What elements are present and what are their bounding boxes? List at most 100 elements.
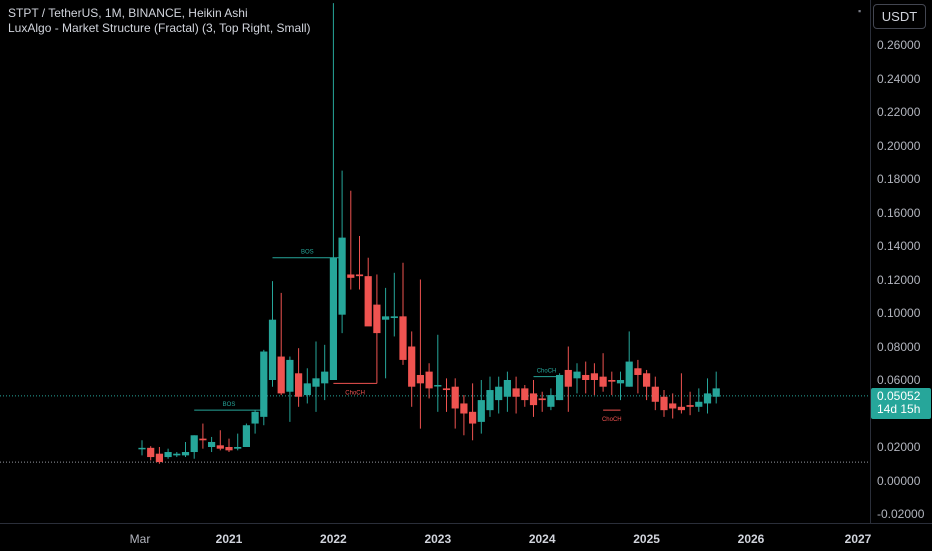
candle-body bbox=[225, 447, 233, 451]
candle-2022-01[interactable] bbox=[329, 3, 337, 380]
candle-body bbox=[147, 447, 155, 458]
indicator-title[interactable]: LuxAlgo - Market Structure (Fractal) (3,… bbox=[8, 21, 311, 35]
candle-2020-05[interactable] bbox=[155, 447, 163, 464]
candle-2023-04[interactable] bbox=[460, 395, 468, 436]
price-tick-label: 0.14000 bbox=[877, 239, 921, 253]
candle-2025-02[interactable] bbox=[651, 376, 659, 411]
price-tick-label: 0.00000 bbox=[877, 473, 921, 488]
candle-2025-03[interactable] bbox=[660, 390, 668, 417]
candle-body bbox=[425, 371, 433, 389]
candle-2022-03[interactable] bbox=[347, 190, 355, 290]
candle-2021-05[interactable] bbox=[260, 349, 268, 426]
price-tick-label: 0.20000 bbox=[877, 138, 921, 153]
candle-body bbox=[651, 386, 659, 402]
candle-2022-08[interactable] bbox=[390, 272, 398, 337]
candle-2020-03[interactable] bbox=[138, 440, 146, 456]
candle-body bbox=[486, 390, 494, 411]
time-tick-label: Mar bbox=[129, 532, 151, 546]
candle-body bbox=[660, 396, 668, 411]
candle-2025-08[interactable] bbox=[703, 378, 712, 414]
candle-2020-09[interactable] bbox=[190, 435, 198, 459]
more-dots-icon[interactable]: ▪ bbox=[858, 6, 862, 16]
candle-2023-03[interactable] bbox=[451, 378, 459, 429]
candle-2021-07[interactable] bbox=[277, 292, 285, 396]
candle-2024-05[interactable] bbox=[573, 363, 581, 394]
candle-2023-06[interactable] bbox=[477, 380, 485, 434]
candle-body bbox=[616, 380, 625, 384]
candle-2022-04[interactable] bbox=[355, 235, 364, 290]
candle-2025-09[interactable] bbox=[712, 371, 720, 404]
candle-2020-12[interactable] bbox=[216, 430, 224, 451]
candle-2023-12[interactable] bbox=[529, 380, 538, 417]
price-tick-label: -0.02000 bbox=[877, 507, 925, 521]
candle-body bbox=[564, 369, 572, 387]
time-tick-label: 2026 bbox=[737, 532, 765, 546]
candle-2025-04[interactable] bbox=[669, 393, 677, 419]
candle-2025-07[interactable] bbox=[695, 388, 703, 412]
candle-2022-10[interactable] bbox=[408, 331, 416, 407]
price-tick-label: 0.06000 bbox=[877, 373, 921, 387]
candle-2022-09[interactable] bbox=[399, 262, 407, 365]
candle-2023-10[interactable] bbox=[512, 376, 520, 414]
candle-2023-02[interactable] bbox=[442, 378, 451, 412]
candle-2024-09[interactable] bbox=[608, 371, 616, 396]
structure-label: BOS bbox=[301, 250, 314, 256]
candle-2021-08[interactable] bbox=[286, 356, 294, 422]
candle-2025-06[interactable] bbox=[686, 391, 694, 416]
candle-2025-05[interactable] bbox=[677, 373, 685, 414]
candle-2024-01[interactable] bbox=[538, 391, 546, 412]
candle-2022-07[interactable] bbox=[382, 287, 390, 379]
candle-2022-12[interactable] bbox=[425, 363, 433, 399]
candle-2024-11[interactable] bbox=[625, 331, 633, 387]
candle-2021-09[interactable] bbox=[295, 348, 303, 407]
candle-body bbox=[677, 406, 685, 411]
candle-2022-02[interactable] bbox=[338, 170, 346, 334]
candle-body bbox=[599, 376, 607, 387]
time-axis[interactable] bbox=[0, 523, 932, 551]
candle-2020-10[interactable] bbox=[199, 423, 207, 449]
candle-2023-05[interactable] bbox=[469, 383, 477, 441]
candle-2024-02[interactable] bbox=[547, 388, 555, 411]
candle-2021-02[interactable] bbox=[234, 433, 242, 451]
candle-2020-06[interactable] bbox=[164, 448, 172, 459]
candle-2021-03[interactable] bbox=[242, 423, 250, 447]
candle-2020-07[interactable] bbox=[173, 452, 181, 458]
candle-2024-07[interactable] bbox=[590, 363, 598, 396]
symbol-title[interactable]: STPT / TetherUS, 1M, BINANCE, Heikin Ash… bbox=[8, 6, 248, 20]
candle-body bbox=[477, 400, 485, 422]
candle-2023-08[interactable] bbox=[495, 376, 503, 414]
price-chart[interactable]: BOS BOS ChoCH ChoCH ChoCH bbox=[0, 0, 870, 523]
candle-2021-12[interactable] bbox=[321, 344, 329, 401]
candle-body bbox=[434, 385, 442, 387]
candle-2021-01[interactable] bbox=[225, 438, 233, 453]
candle-2023-11[interactable] bbox=[521, 385, 529, 407]
candle-2020-08[interactable] bbox=[181, 441, 190, 458]
candle-2024-12[interactable] bbox=[634, 359, 642, 394]
candle-2025-01[interactable] bbox=[643, 369, 651, 401]
candle-2022-06[interactable] bbox=[373, 274, 381, 384]
candle-2021-10[interactable] bbox=[303, 368, 311, 404]
candle-2024-10[interactable] bbox=[616, 371, 625, 401]
candle-2022-05[interactable] bbox=[364, 257, 372, 327]
candle-2020-11[interactable] bbox=[208, 436, 216, 453]
candle-2021-11[interactable] bbox=[312, 341, 320, 412]
candle-2023-01[interactable] bbox=[434, 334, 442, 412]
candle-2023-09[interactable] bbox=[503, 371, 511, 412]
candle-2023-07[interactable] bbox=[486, 376, 494, 417]
candle-2022-11[interactable] bbox=[416, 279, 424, 429]
candle-2021-06[interactable] bbox=[268, 281, 277, 387]
candle-2021-04[interactable] bbox=[251, 410, 259, 434]
candle-2024-08[interactable] bbox=[599, 353, 607, 392]
candle-body bbox=[503, 380, 511, 397]
candle-body bbox=[155, 453, 163, 463]
candle-2024-04[interactable] bbox=[564, 346, 572, 412]
candle-2024-03[interactable] bbox=[556, 373, 564, 401]
candle-body bbox=[390, 316, 398, 319]
price-axis[interactable] bbox=[870, 0, 932, 523]
candle-2024-06[interactable] bbox=[582, 361, 590, 394]
candle-body bbox=[634, 368, 642, 375]
candle-body bbox=[199, 438, 207, 441]
candle-body bbox=[643, 373, 651, 387]
candle-2020-04[interactable] bbox=[147, 446, 155, 461]
currency-button[interactable]: USDT bbox=[873, 4, 926, 29]
